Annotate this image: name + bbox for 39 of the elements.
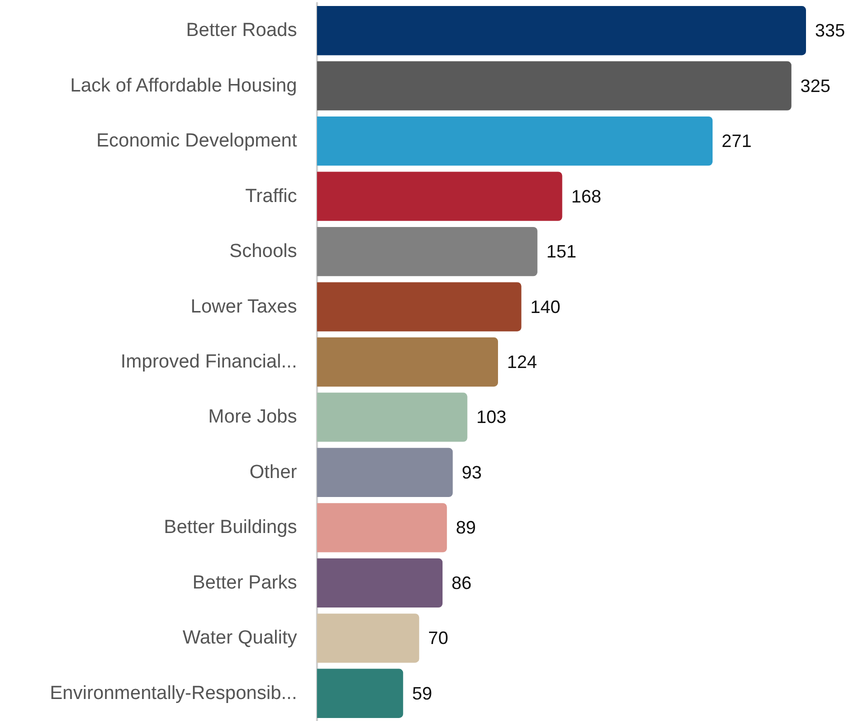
bar xyxy=(317,61,792,110)
y-tick-label: Water Quality xyxy=(182,628,298,649)
bar xyxy=(317,282,522,332)
data-label: 325 xyxy=(800,76,830,96)
bar xyxy=(317,503,447,552)
bar xyxy=(317,226,538,276)
data-label: 89 xyxy=(456,518,476,538)
bar xyxy=(317,668,404,718)
y-tick-label: Economic Development xyxy=(96,130,298,152)
data-label: 140 xyxy=(530,296,560,317)
y-tick-label: More Jobs xyxy=(208,406,297,428)
bar xyxy=(317,448,453,498)
bar xyxy=(317,614,420,663)
data-label: 86 xyxy=(452,572,472,593)
y-tick-label: Lack of Affordable Housing xyxy=(70,75,297,96)
data-label: 168 xyxy=(571,186,602,206)
y-tick-label: Better Roads xyxy=(186,20,297,42)
y-tick-label: Schools xyxy=(229,241,297,262)
y-tick-label: Better Buildings xyxy=(164,517,297,538)
y-tick-label: Improved Financial... xyxy=(120,352,297,372)
bar xyxy=(317,116,713,166)
bar xyxy=(317,558,443,608)
bar xyxy=(317,392,468,442)
data-label: 59 xyxy=(412,683,432,704)
data-label: 103 xyxy=(476,407,506,428)
data-label: 335 xyxy=(815,20,846,41)
y-tick-label: Traffic xyxy=(245,186,297,207)
y-tick-label: Lower Taxes xyxy=(190,296,297,318)
data-label: 124 xyxy=(507,352,538,372)
y-tick-label: Other xyxy=(249,462,298,483)
y-tick-label: Better Parks xyxy=(192,572,297,594)
bar xyxy=(317,337,498,387)
data-label: 70 xyxy=(428,628,448,648)
bar xyxy=(317,6,806,56)
data-label: 93 xyxy=(462,462,482,482)
y-tick-label: Environmentally-Responsib... xyxy=(50,682,297,704)
data-label: 151 xyxy=(546,242,576,262)
data-label: 271 xyxy=(722,131,752,152)
bar xyxy=(317,172,562,221)
